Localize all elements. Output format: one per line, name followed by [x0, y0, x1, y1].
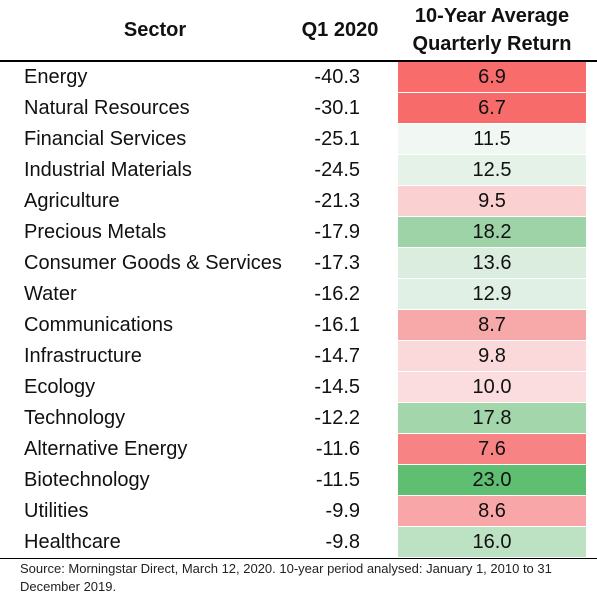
sector-name: Technology: [24, 407, 126, 429]
sector-name: Ecology: [24, 376, 96, 398]
q1-2020-value: -24.5: [314, 159, 360, 181]
q1-2020-value: -30.1: [314, 97, 360, 119]
table-row: Ecology -14.5 10.0: [0, 372, 597, 403]
table-row: Industrial Materials -24.5 12.5: [0, 155, 597, 186]
sector-name: Infrastructure: [24, 345, 142, 367]
sector-name: Consumer Goods & Services: [24, 252, 282, 274]
q1-2020-value: -25.1: [314, 128, 360, 150]
sector-name: Precious Metals: [24, 221, 167, 243]
q1-2020-value: -16.1: [314, 314, 360, 336]
sector-name: Water: [24, 283, 77, 305]
table-body: Energy -40.3 6.9 Natural Resources -30.1 6.7 F…: [0, 62, 597, 558]
header-10yr-return-line2: Quarterly Return: [412, 33, 572, 55]
table-header: Sector Q1 2020 10-Year Average Quarterly…: [0, 0, 597, 62]
sector-name: Alternative Energy: [24, 438, 188, 460]
source-note: Source: Morningstar Direct, March 12, 20…: [20, 561, 552, 594]
q1-2020-value: -11.5: [315, 469, 360, 491]
table-row: Utilities -9.9 8.6: [0, 496, 597, 527]
header-q1-2020: Q1 2020: [301, 19, 379, 41]
ten-year-return-value: 12.5: [398, 155, 586, 186]
ten-year-return-value: 18.2: [398, 217, 586, 248]
table-row: Financial Services -25.1 11.5: [0, 124, 597, 155]
ten-year-return-value: 6.9: [398, 62, 586, 93]
ten-year-return-value: 10.0: [398, 372, 586, 403]
table-row: Agriculture -21.3 9.5: [0, 186, 597, 217]
sector-name: Agriculture: [24, 190, 120, 212]
ten-year-return-value: 7.6: [398, 434, 586, 465]
sector-name: Utilities: [24, 500, 89, 522]
q1-2020-value: -21.3: [314, 190, 360, 212]
q1-2020-value: -16.2: [314, 283, 360, 305]
header-10yr-return: 10-Year Average Quarterly Return: [398, 2, 586, 58]
ten-year-return-value: 8.7: [398, 310, 586, 341]
sector-name: Natural Resources: [24, 97, 190, 119]
table-row: Water -16.2 12.9: [0, 279, 597, 310]
table-bottom-rule: [0, 558, 597, 559]
ten-year-return-value: 9.8: [398, 341, 586, 372]
ten-year-return-value: 11.5: [398, 124, 586, 155]
header-sector: Sector: [123, 19, 187, 41]
table-row: Infrastructure -14.7 9.8: [0, 341, 597, 372]
table-row: Alternative Energy -11.6 7.6: [0, 434, 597, 465]
sector-name: Industrial Materials: [24, 159, 192, 181]
sector-name: Healthcare: [24, 531, 121, 553]
q1-2020-value: -9.8: [325, 531, 360, 553]
table-row: Precious Metals -17.9 18.2: [0, 217, 597, 248]
ten-year-return-value: 23.0: [398, 465, 586, 496]
ten-year-return-value: 16.0: [398, 527, 586, 558]
table-row: Technology -12.2 17.8: [0, 403, 597, 434]
table-row: Healthcare -9.8 16.0: [0, 527, 597, 558]
table-row: Energy -40.3 6.9: [0, 62, 597, 93]
q1-2020-value: -14.5: [314, 376, 360, 398]
sector-name: Financial Services: [24, 128, 187, 150]
table-row: Communications -16.1 8.7: [0, 310, 597, 341]
q1-2020-value: -17.9: [314, 221, 360, 243]
q1-2020-value: -14.7: [314, 345, 360, 367]
table-row: Biotechnology -11.5 23.0: [0, 465, 597, 496]
sector-name: Energy: [24, 66, 88, 88]
ten-year-return-value: 8.6: [398, 496, 586, 527]
q1-2020-value: -11.6: [315, 438, 360, 460]
ten-year-return-value: 13.6: [398, 248, 586, 279]
table-row: Consumer Goods & Services -17.3 13.6: [0, 248, 597, 279]
sector-name: Communications: [24, 314, 173, 336]
sector-name: Biotechnology: [24, 469, 150, 491]
ten-year-return-value: 6.7: [398, 93, 586, 124]
ten-year-return-value: 17.8: [398, 403, 586, 434]
ten-year-return-value: 12.9: [398, 279, 586, 310]
q1-2020-value: -17.3: [314, 252, 360, 274]
ten-year-return-value: 9.5: [398, 186, 586, 217]
table-row: Natural Resources -30.1 6.7: [0, 93, 597, 124]
q1-2020-value: -9.9: [325, 500, 360, 522]
q1-2020-value: -12.2: [314, 407, 360, 429]
q1-2020-value: -40.3: [314, 66, 360, 88]
header-10yr-return-line1: 10-Year Average: [414, 5, 570, 27]
